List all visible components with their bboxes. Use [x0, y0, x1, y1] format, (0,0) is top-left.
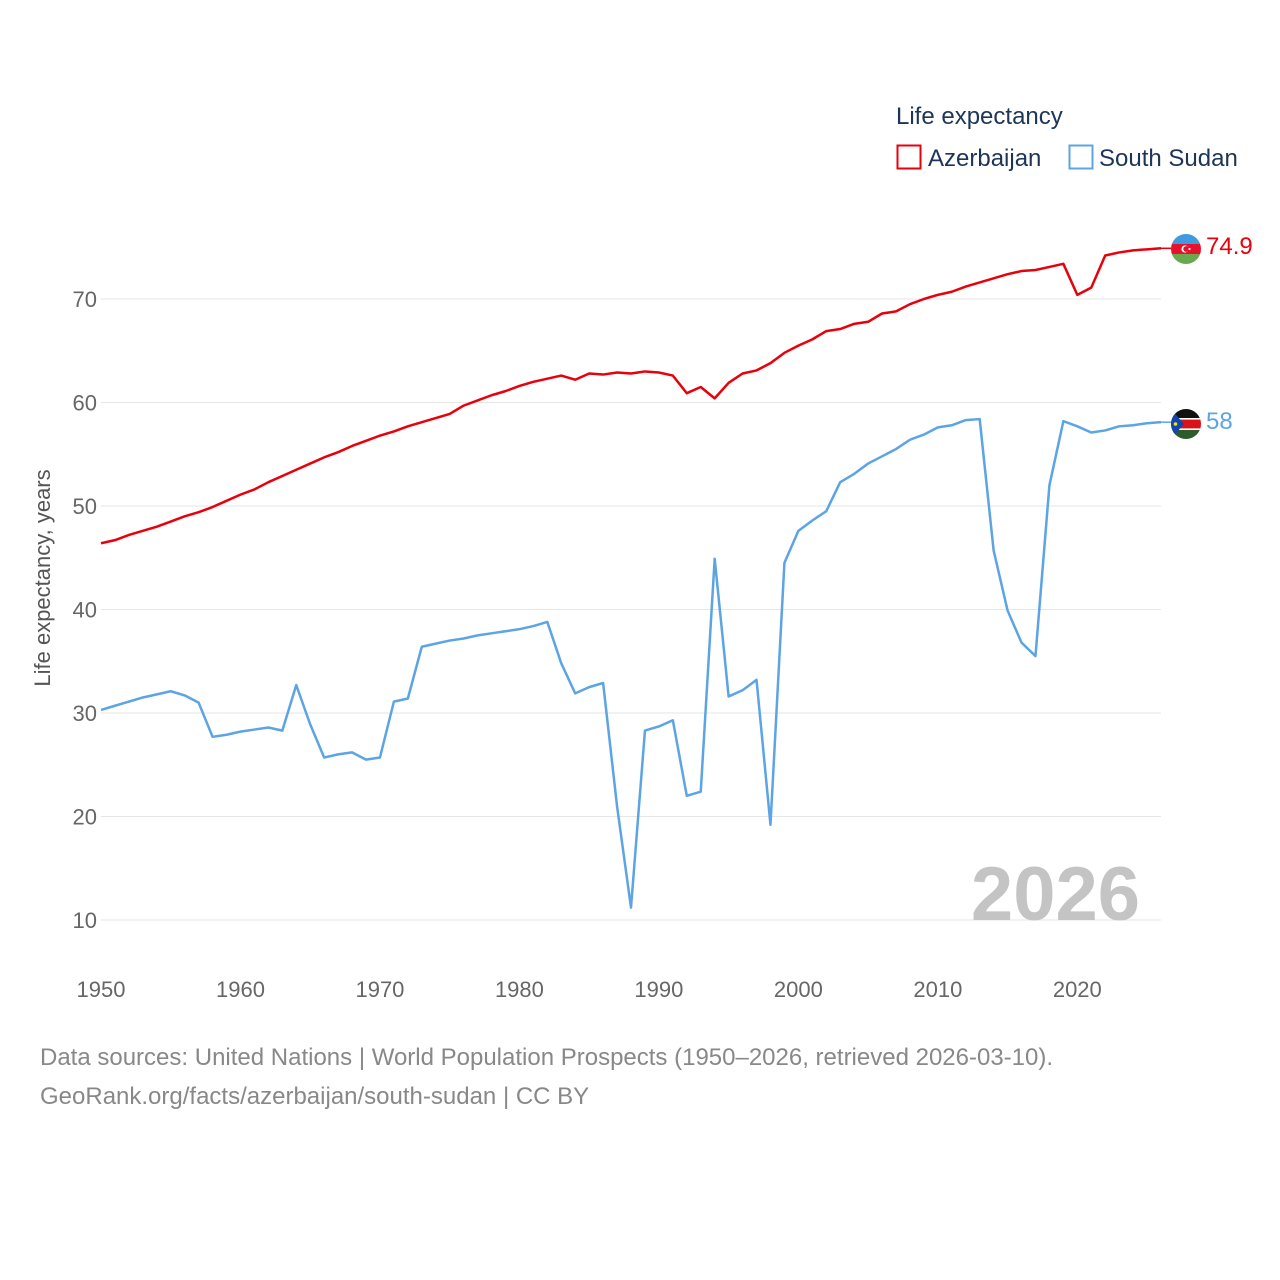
- x-tick-label: 1960: [216, 977, 265, 1002]
- y-axis: 10 20 30 40 50 60 70: [73, 287, 97, 933]
- x-tick-label: 2000: [774, 977, 823, 1002]
- legend-item-south-sudan[interactable]: South Sudan: [1068, 144, 1238, 172]
- x-axis: 1950 1960 1970 1980 1990 2000 2010 2020: [77, 977, 1102, 1002]
- y-tick-label: 10: [73, 908, 97, 933]
- y-tick-label: 40: [73, 598, 97, 623]
- legend-swatch-south-sudan: [1068, 144, 1094, 170]
- footer-credit[interactable]: GeoRank.org/facts/azerbaijan/south-sudan…: [40, 1083, 590, 1110]
- south-sudan-end-label: 58: [1206, 408, 1233, 435]
- footer-sources: Data sources: United Nations | World Pop…: [40, 1044, 1054, 1071]
- x-tick-label: 2010: [913, 977, 962, 1002]
- x-tick-label: 1970: [355, 977, 404, 1002]
- x-tick-label: 1980: [495, 977, 544, 1002]
- series-group: [100, 247, 1171, 909]
- series-line-azerbaijan[interactable]: [100, 247, 1162, 545]
- y-tick-label: 60: [73, 391, 97, 416]
- azerbaijan-end-label: 74.9: [1206, 233, 1253, 260]
- x-tick-label: 1990: [634, 977, 683, 1002]
- south-sudan-flag-icon: [1171, 409, 1201, 439]
- y-tick-label: 50: [73, 494, 97, 519]
- legend-title: Life expectancy: [896, 103, 1063, 130]
- gridlines: [101, 298, 1161, 921]
- x-tick-label: 2020: [1053, 977, 1102, 1002]
- legend: Life expectancy Azerbaijan South Sudan: [896, 103, 1238, 172]
- series-line-south-sudan[interactable]: [100, 417, 1162, 909]
- legend-swatch-azerbaijan: [896, 144, 922, 170]
- legend-item-azerbaijan[interactable]: Azerbaijan: [896, 144, 1042, 172]
- year-watermark: 2026: [971, 852, 1140, 937]
- y-tick-label: 70: [73, 287, 97, 312]
- legend-label-azerbaijan: Azerbaijan: [928, 145, 1041, 172]
- y-axis-label: Life expectancy, years: [30, 469, 55, 686]
- y-tick-label: 30: [73, 701, 97, 726]
- azerbaijan-flag-icon: [1171, 234, 1201, 264]
- legend-label-south-sudan: South Sudan: [1099, 145, 1238, 172]
- y-tick-label: 20: [73, 805, 97, 830]
- x-tick-label: 1950: [77, 977, 126, 1002]
